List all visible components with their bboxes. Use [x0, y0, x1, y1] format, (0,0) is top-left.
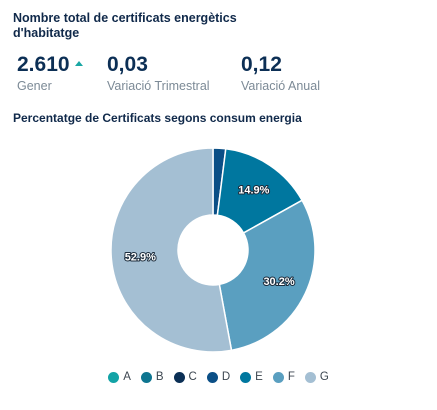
legend-item-C[interactable]: C — [173, 371, 197, 383]
legend-dot-icon — [140, 371, 152, 383]
legend-dot-icon — [240, 371, 252, 383]
legend-item-B[interactable]: B — [140, 371, 164, 383]
kpi-total: 2.610 Gener — [17, 52, 83, 93]
kpi-annual-label: Variació Anual — [241, 79, 320, 93]
trend-up-icon — [74, 60, 83, 66]
kpi-quarterly-value: 0,03 — [107, 53, 148, 76]
kpi-total-value: 2.610 — [17, 53, 70, 76]
legend-label: A — [123, 371, 131, 383]
legend-label: G — [319, 371, 329, 383]
page-title: Nombre total de certificats energètics d… — [13, 11, 237, 40]
kpi-annual: 0,12 Variació Anual — [241, 52, 320, 93]
kpi-quarterly: 0,03 Variació Trimestral — [107, 52, 210, 93]
legend-label: D — [221, 371, 231, 383]
legend-label: E — [255, 371, 263, 383]
legend-item-G[interactable]: G — [304, 371, 329, 383]
legend-dot-icon — [108, 371, 120, 383]
chart-title: Percentatge de Certificats segons consum… — [13, 111, 302, 125]
pie-slice-F[interactable] — [218, 199, 316, 352]
legend-item-F[interactable]: F — [272, 371, 295, 383]
slice-label-G: 52.9% — [125, 252, 156, 264]
legend-dot-icon — [304, 371, 316, 383]
slice-label-E: 14.9% — [238, 184, 269, 196]
donut-chart: 14.9% 30.2% 52.9% — [110, 147, 316, 353]
legend-label: C — [188, 371, 197, 383]
kpi-quarterly-label: Variació Trimestral — [107, 79, 210, 93]
pie-slice-G[interactable] — [110, 147, 233, 353]
legend-dot-icon — [206, 371, 218, 383]
legend-item-A[interactable]: A — [108, 371, 131, 383]
legend-item-D[interactable]: D — [206, 371, 231, 383]
legend-item-E[interactable]: E — [240, 371, 263, 383]
legend-label: B — [155, 371, 164, 383]
legend-dot-icon — [272, 371, 284, 383]
slice-label-F: 30.2% — [263, 276, 294, 288]
kpi-total-label: Gener — [17, 79, 52, 93]
chart-legend: A B C D E F G — [0, 371, 437, 383]
kpi-annual-value: 0,12 — [241, 53, 282, 76]
legend-label: F — [287, 371, 295, 383]
legend-dot-icon — [173, 371, 185, 383]
